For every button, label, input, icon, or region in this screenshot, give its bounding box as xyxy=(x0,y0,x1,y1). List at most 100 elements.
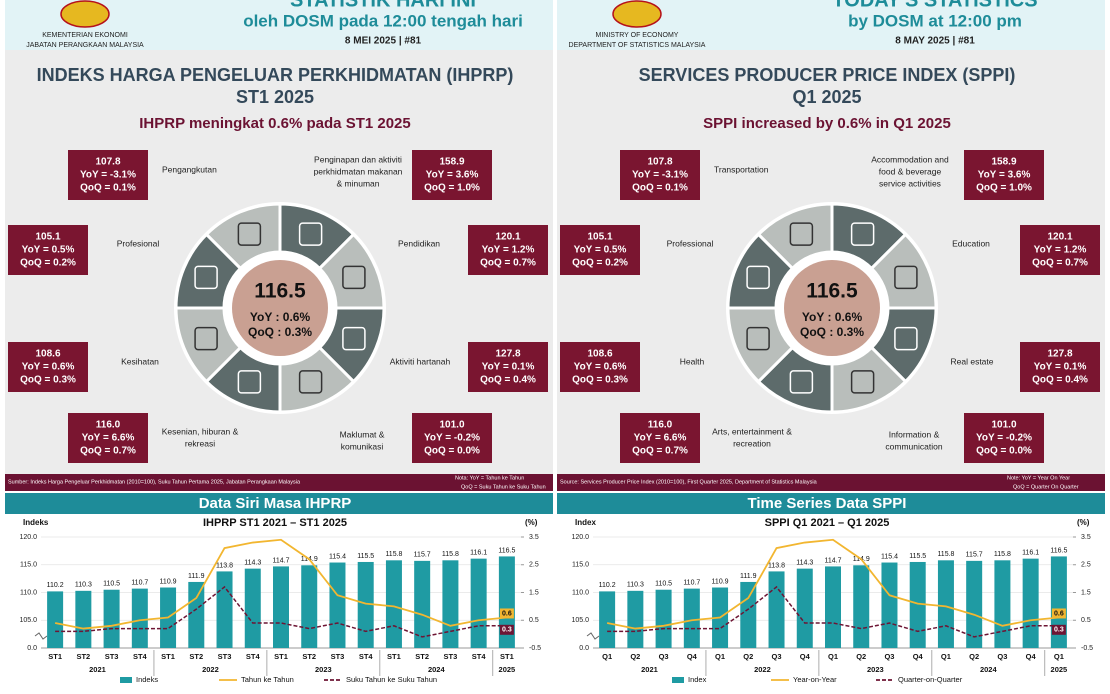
x-tick-label: ST1 xyxy=(161,652,175,661)
x-tick-label: ST3 xyxy=(331,652,345,661)
line-series xyxy=(606,538,1059,630)
legend-swatch xyxy=(120,677,132,683)
line-series xyxy=(55,585,507,638)
bar xyxy=(75,590,92,648)
legend-label: Year-on-Year xyxy=(793,675,837,684)
sector-box-text: QoQ = 0.7% xyxy=(80,446,136,457)
y-axis-label: Index xyxy=(575,518,596,527)
x-tick-label: Q3 xyxy=(884,652,894,661)
x-tick-label: Q2 xyxy=(743,652,753,661)
y2-axis-label: (%) xyxy=(1077,518,1090,527)
end-value-label: 0.3 xyxy=(502,627,512,634)
x-tick-label: ST2 xyxy=(76,652,90,661)
legend-label: Suku Tahun ke Suku Tahun xyxy=(346,675,437,684)
sector-label: Transportation xyxy=(714,164,769,174)
sector-box-text: YoY = -0.2% xyxy=(424,433,480,444)
bar xyxy=(627,590,644,648)
x-tick-label: Q1 xyxy=(602,652,612,661)
sector-icon xyxy=(789,222,814,246)
sector-box-text: QoQ = 0.7% xyxy=(480,258,536,269)
center-circle xyxy=(232,260,328,356)
end-value-label: 0.6 xyxy=(1054,610,1064,617)
x-tick-label: ST1 xyxy=(274,652,288,661)
sector-box xyxy=(1020,225,1100,275)
sector-box-text: 105.1 xyxy=(587,232,612,243)
center-qoq: QoQ : 0.3% xyxy=(800,325,864,339)
chart-heading: Time Series Data SPPI xyxy=(748,495,907,512)
sector-box-text: YoY = 6.6% xyxy=(634,433,687,444)
sector-label: food & beverage xyxy=(879,166,942,176)
x-tick-label: ST3 xyxy=(218,652,232,661)
sector-box xyxy=(8,225,88,275)
x-tick-label: ST1 xyxy=(387,652,401,661)
coat-of-arms xyxy=(60,0,110,28)
bar xyxy=(103,589,120,648)
bar-value-label: 115.7 xyxy=(966,552,983,559)
sector-box-text: QoQ = 0.3% xyxy=(20,375,76,386)
ministry-name: KEMENTERIAN EKONOMI xyxy=(42,32,128,39)
sector-box-text: QoQ = 0.2% xyxy=(572,258,628,269)
y2-tick-label: 2.5 xyxy=(529,562,539,569)
x-tick-label: Q1 xyxy=(828,652,838,661)
bar-value-label: 116.5 xyxy=(498,547,515,554)
sector-box xyxy=(620,150,700,200)
sector-box-text: 120.1 xyxy=(495,232,520,243)
y-tick-label: 110.0 xyxy=(20,589,37,596)
sector-icon xyxy=(850,370,875,394)
bar-value-label: 114.7 xyxy=(825,557,842,564)
x-tick-label: Q2 xyxy=(630,652,640,661)
legend-swatch xyxy=(672,677,684,683)
bar xyxy=(740,581,757,648)
x-group-label: 2023 xyxy=(867,665,884,674)
sector-box-text: QoQ = 0.4% xyxy=(480,375,536,386)
center-qoq: QoQ : 0.3% xyxy=(248,325,312,339)
y2-tick-label: 1.5 xyxy=(529,589,539,596)
sector-box-text: QoQ = 0.4% xyxy=(1032,375,1088,386)
bar-value-label: 115.8 xyxy=(937,551,954,558)
bar xyxy=(244,568,261,648)
sector-box-text: QoQ = 0.1% xyxy=(80,183,136,194)
sector-label: recreation xyxy=(733,438,771,448)
y2-tick-label: 0.5 xyxy=(1081,617,1091,624)
bar-value-label: 115.7 xyxy=(414,552,431,559)
wheel-sector xyxy=(726,232,795,310)
line-series xyxy=(607,585,1059,638)
chart-title: IHPRP ST1 2021 – ST1 2025 xyxy=(203,517,347,529)
y-tick-label: 105.0 xyxy=(19,617,37,624)
sector-icon xyxy=(342,265,366,290)
center-yoy: YoY : 0.6% xyxy=(250,310,311,324)
y-tick-label: 105.0 xyxy=(571,617,589,624)
sector-box-text: YoY = -3.1% xyxy=(632,170,688,181)
note: QoQ = Suku Tahun ke Suku Tahun xyxy=(461,484,546,490)
date: 8 MEI 2025 | #81 xyxy=(345,36,422,47)
bar-value-label: 110.2 xyxy=(599,582,616,589)
sector-label: Pengangkutan xyxy=(162,164,217,174)
bar xyxy=(470,558,487,648)
sector-box-text: YoY = 0.6% xyxy=(22,362,75,373)
sector-box-text: QoQ = 0.3% xyxy=(572,375,628,386)
chart-title: SPPI Q1 2021 – Q1 2025 xyxy=(765,517,890,529)
sector-label: komunikasi xyxy=(341,441,384,451)
end-label-bg xyxy=(499,608,514,619)
sector-box-text: YoY = 0.6% xyxy=(574,362,627,373)
y-tick-label: 115.0 xyxy=(572,562,589,569)
sector-label: & minuman xyxy=(337,178,380,188)
sector-box xyxy=(8,342,88,392)
sector-box-text: QoQ = 0.0% xyxy=(424,446,480,457)
sector-box-text: 108.6 xyxy=(35,349,60,360)
x-tick-label: Q3 xyxy=(772,652,782,661)
end-label-bg xyxy=(1051,624,1066,635)
sector-box-text: QoQ = 0.1% xyxy=(632,183,688,194)
x-tick-label: Q1 xyxy=(1054,652,1064,661)
y-tick-label: 110.0 xyxy=(572,589,589,596)
note: QoQ = Quarter On Quarter xyxy=(1013,484,1079,490)
sector-box xyxy=(468,342,548,392)
bar xyxy=(937,560,954,648)
bar xyxy=(47,591,64,648)
x-group-label: 2021 xyxy=(641,665,658,674)
sector-box xyxy=(68,150,148,200)
sector-box-text: 127.8 xyxy=(495,349,520,360)
y-tick-label: 0.0 xyxy=(579,645,589,652)
bar-value-label: 115.4 xyxy=(329,553,346,560)
bar-value-label: 110.3 xyxy=(627,582,644,589)
